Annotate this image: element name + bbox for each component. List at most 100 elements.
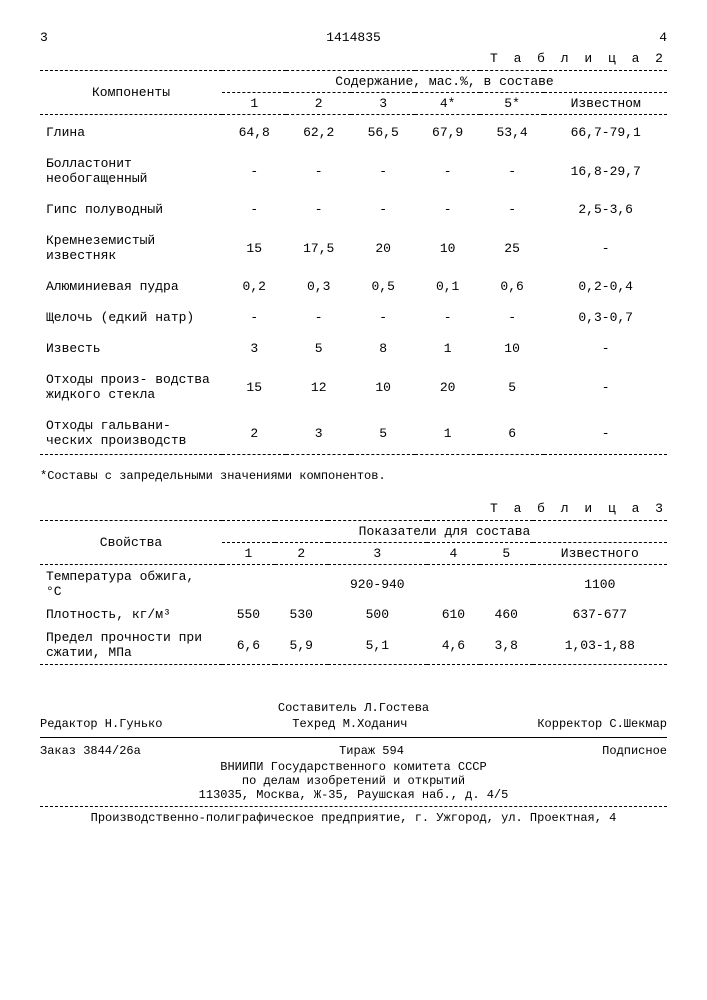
row-label: Известь — [40, 331, 222, 362]
row-label: Алюминиевая пудра — [40, 269, 222, 300]
cell: 6 — [480, 408, 544, 455]
cell: 12 — [286, 362, 350, 408]
t3-c6: Известного — [533, 543, 667, 565]
cell: 10 — [480, 331, 544, 362]
t3-c3: 3 — [328, 543, 427, 565]
cell: 53,4 — [480, 115, 544, 147]
table-row: Кремнеземистый известняк1517,5201025- — [40, 223, 667, 269]
row-label: Предел прочности при сжатии, МПа — [40, 626, 222, 665]
t3-group-header: Показатели для состава — [222, 521, 667, 543]
cell: 56,5 — [351, 115, 415, 147]
cell: 1 — [415, 408, 479, 455]
cell: 0,2 — [222, 269, 286, 300]
t3-c5: 5 — [480, 543, 533, 565]
printer: Производственно-полиграфическое предприя… — [40, 811, 667, 825]
addr: 113035, Москва, Ж-35, Раушская наб., д. … — [40, 788, 667, 802]
t2-c1: 1 — [222, 93, 286, 115]
cell: 2,5-3,6 — [544, 192, 667, 223]
table-row: Предел прочности при сжатии, МПа6,65,95,… — [40, 626, 667, 665]
cell: - — [351, 300, 415, 331]
row-label: Кремнеземистый известняк — [40, 223, 222, 269]
cell: 500 — [328, 603, 427, 626]
row-label: Отходы произ- водства жидкого стекла — [40, 362, 222, 408]
row-label: Отходы гальвани- ческих производств — [40, 408, 222, 455]
cell: 10 — [351, 362, 415, 408]
cell: 66,7-79,1 — [544, 115, 667, 147]
table-row: Щелочь (едкий натр)-----0,3-0,7 — [40, 300, 667, 331]
table-row: Алюминиевая пудра0,20,30,50,10,60,2-0,4 — [40, 269, 667, 300]
cell: 5 — [286, 331, 350, 362]
cell: - — [286, 300, 350, 331]
cell: - — [222, 300, 286, 331]
page-left: 3 — [40, 30, 48, 45]
cell: 550 — [222, 603, 275, 626]
corrector: Корректор С.Шекмар — [537, 717, 667, 731]
cell: 637-677 — [533, 603, 667, 626]
cell: 0,2-0,4 — [544, 269, 667, 300]
cell: - — [351, 146, 415, 192]
row-label: Болластонит необогащенный — [40, 146, 222, 192]
cell: 530 — [275, 603, 328, 626]
row-label: Температура обжига, °С — [40, 565, 222, 604]
t2-c2: 2 — [286, 93, 350, 115]
cell: 20 — [351, 223, 415, 269]
row-label: Плотность, кг/м³ — [40, 603, 222, 626]
cell: - — [222, 146, 286, 192]
cell: 3 — [286, 408, 350, 455]
t3-c2: 2 — [275, 543, 328, 565]
cell: 15 — [222, 223, 286, 269]
cell: - — [544, 362, 667, 408]
cell: 1 — [415, 331, 479, 362]
t2-c4: 4* — [415, 93, 479, 115]
org1: ВНИИПИ Государственного комитета СССР — [40, 760, 667, 774]
cell: 6,6 — [222, 626, 275, 665]
cell: 1,03-1,88 — [533, 626, 667, 665]
cell: 25 — [480, 223, 544, 269]
cell — [222, 565, 275, 604]
cell: 8 — [351, 331, 415, 362]
table3: Свойства Показатели для состава 1 2 3 4 … — [40, 520, 667, 671]
org2: по делам изобретений и открытий — [40, 774, 667, 788]
table2: Компоненты Содержание, мас.%, в составе … — [40, 70, 667, 461]
table-row: Глина64,862,256,567,953,466,7-79,1 — [40, 115, 667, 147]
cell: 64,8 — [222, 115, 286, 147]
table-row: Болластонит необогащенный-----16,8-29,7 — [40, 146, 667, 192]
table-row: Отходы произ- водства жидкого стекла1512… — [40, 362, 667, 408]
cell: 5 — [351, 408, 415, 455]
techred: Техред М.Ходанич — [292, 717, 407, 731]
cell: 4,6 — [427, 626, 480, 665]
order: Заказ 3844/26а — [40, 744, 141, 758]
cell: - — [544, 331, 667, 362]
editor: Редактор Н.Гунько — [40, 717, 162, 731]
t2-c3: 3 — [351, 93, 415, 115]
cell: - — [544, 408, 667, 455]
table3-caption: Т а б л и ц а 3 — [40, 501, 667, 516]
cell: 610 — [427, 603, 480, 626]
cell: - — [286, 146, 350, 192]
cell: 10 — [415, 223, 479, 269]
table-row: Температура обжига, °С920-9401100 — [40, 565, 667, 604]
table-row: Плотность, кг/м³550530500610460637-677 — [40, 603, 667, 626]
t2-c5: 5* — [480, 93, 544, 115]
cell: - — [480, 146, 544, 192]
cell: - — [480, 192, 544, 223]
row-label: Глина — [40, 115, 222, 147]
cell: 16,8-29,7 — [544, 146, 667, 192]
cell: 20 — [415, 362, 479, 408]
credits-block: Составитель Л.Гостева Редактор Н.Гунько … — [40, 701, 667, 825]
cell: 0,1 — [415, 269, 479, 300]
cell: - — [351, 192, 415, 223]
cell: 5,9 — [275, 626, 328, 665]
cell: 0,6 — [480, 269, 544, 300]
t3-col1-header: Свойства — [40, 521, 222, 565]
cell: - — [415, 146, 479, 192]
cell: 3 — [222, 331, 286, 362]
table-row: Отходы гальвани- ческих производств23516… — [40, 408, 667, 455]
table2-caption: Т а б л и ц а 2 — [40, 51, 667, 66]
cell: 0,3 — [286, 269, 350, 300]
subscribe: Подписное — [602, 744, 667, 758]
cell: 2 — [222, 408, 286, 455]
cell: - — [544, 223, 667, 269]
cell — [275, 565, 328, 604]
t2-c6: Известном — [544, 93, 667, 115]
